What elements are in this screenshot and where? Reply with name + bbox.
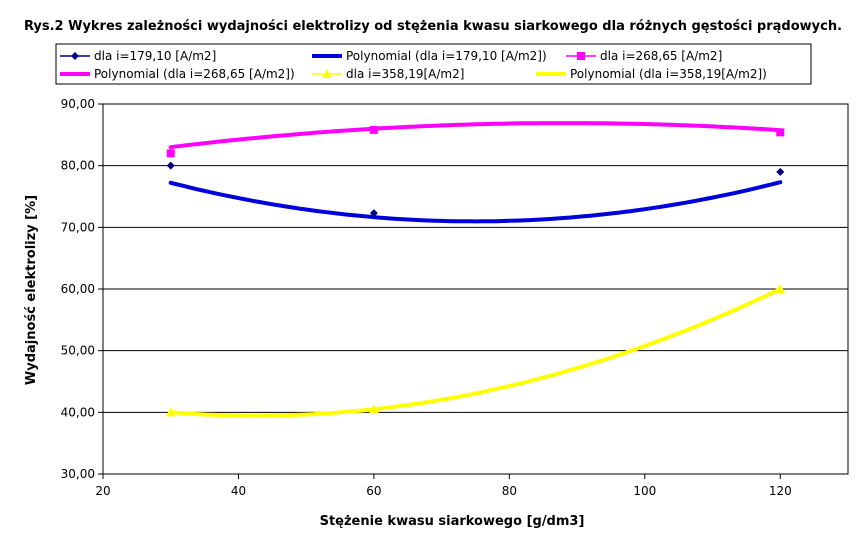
- chart-title: Rys.2 Wykres zależności wydajności elekt…: [24, 19, 842, 34]
- x-tick-label-4: 100: [633, 484, 656, 498]
- legend: dla i=179,10 [A/m2] Polynomial (dla i=17…: [55, 43, 812, 85]
- legend-marker-square: [577, 52, 585, 60]
- legend-item-3: Polynomial (dla i=268,65 [A/m2]): [60, 67, 295, 81]
- legend-label-0: dla i=179,10 [A/m2]: [94, 49, 216, 63]
- y-axis-title: Wydajność elektrolizy [%]: [24, 195, 39, 385]
- legend-marker-diamond: [71, 52, 79, 60]
- legend-item-1: Polynomial (dla i=179,10 [A/m2]): [312, 49, 547, 63]
- y-tick-label-6: 90,00: [61, 97, 95, 111]
- data-point-0-2: [776, 167, 785, 176]
- trendline-1: [168, 180, 783, 224]
- data-point-4-0: [165, 407, 176, 417]
- legend-item-2: dla i=268,65 [A/m2]: [566, 49, 722, 63]
- data-point-2-1: [369, 125, 378, 134]
- legend-item-5: Polynomial (dla i=358,19[A/m2]): [536, 67, 767, 81]
- data-point-4-2: [775, 284, 786, 293]
- gridlines: [103, 103, 848, 413]
- y-tick-label-2: 50,00: [61, 344, 95, 358]
- data-point-4-1: [368, 404, 379, 414]
- legend-label-2: dla i=268,65 [A/m2]: [600, 49, 722, 63]
- legend-label-3: Polynomial (dla i=268,65 [A/m2]): [94, 67, 295, 81]
- legend-label-4: dla i=358,19[A/m2]: [346, 67, 464, 81]
- legend-item-0: dla i=179,10 [A/m2]: [60, 49, 216, 63]
- legend-item-4: dla i=358,19[A/m2]: [312, 67, 464, 81]
- y-tick-label-0: 30,00: [61, 467, 95, 481]
- y-axis: 30,00 40,00 50,00 60,00 70,00 80,00 90,00: [61, 97, 103, 481]
- x-axis-title: Stężenie kwasu siarkowego [g/dm3]: [320, 514, 585, 529]
- data-point-0-0: [166, 161, 175, 170]
- x-tick-label-3: 80: [502, 484, 517, 498]
- data-point-2-0: [166, 149, 175, 158]
- y-tick-label-1: 40,00: [61, 405, 95, 419]
- x-tick-label-0: 20: [95, 484, 110, 498]
- legend-marker-triangle: [322, 69, 332, 78]
- legend-label-1: Polynomial (dla i=179,10 [A/m2]): [346, 49, 547, 63]
- trendline-5: [168, 287, 783, 418]
- y-tick-label-5: 80,00: [61, 159, 95, 173]
- x-tick-label-2: 60: [366, 484, 381, 498]
- x-axis: 20 40 60 80 100 120: [95, 474, 792, 498]
- data-point-0-1: [369, 209, 378, 218]
- x-tick-label-1: 40: [231, 484, 246, 498]
- x-tick-label-5: 120: [769, 484, 792, 498]
- legend-label-5: Polynomial (dla i=358,19[A/m2]): [570, 67, 767, 81]
- legend-box: [55, 43, 812, 85]
- y-tick-label-3: 60,00: [61, 282, 95, 296]
- y-tick-label-4: 70,00: [61, 220, 95, 234]
- data-point-2-2: [776, 128, 785, 137]
- trendline-3: [168, 121, 783, 150]
- series: [165, 121, 786, 418]
